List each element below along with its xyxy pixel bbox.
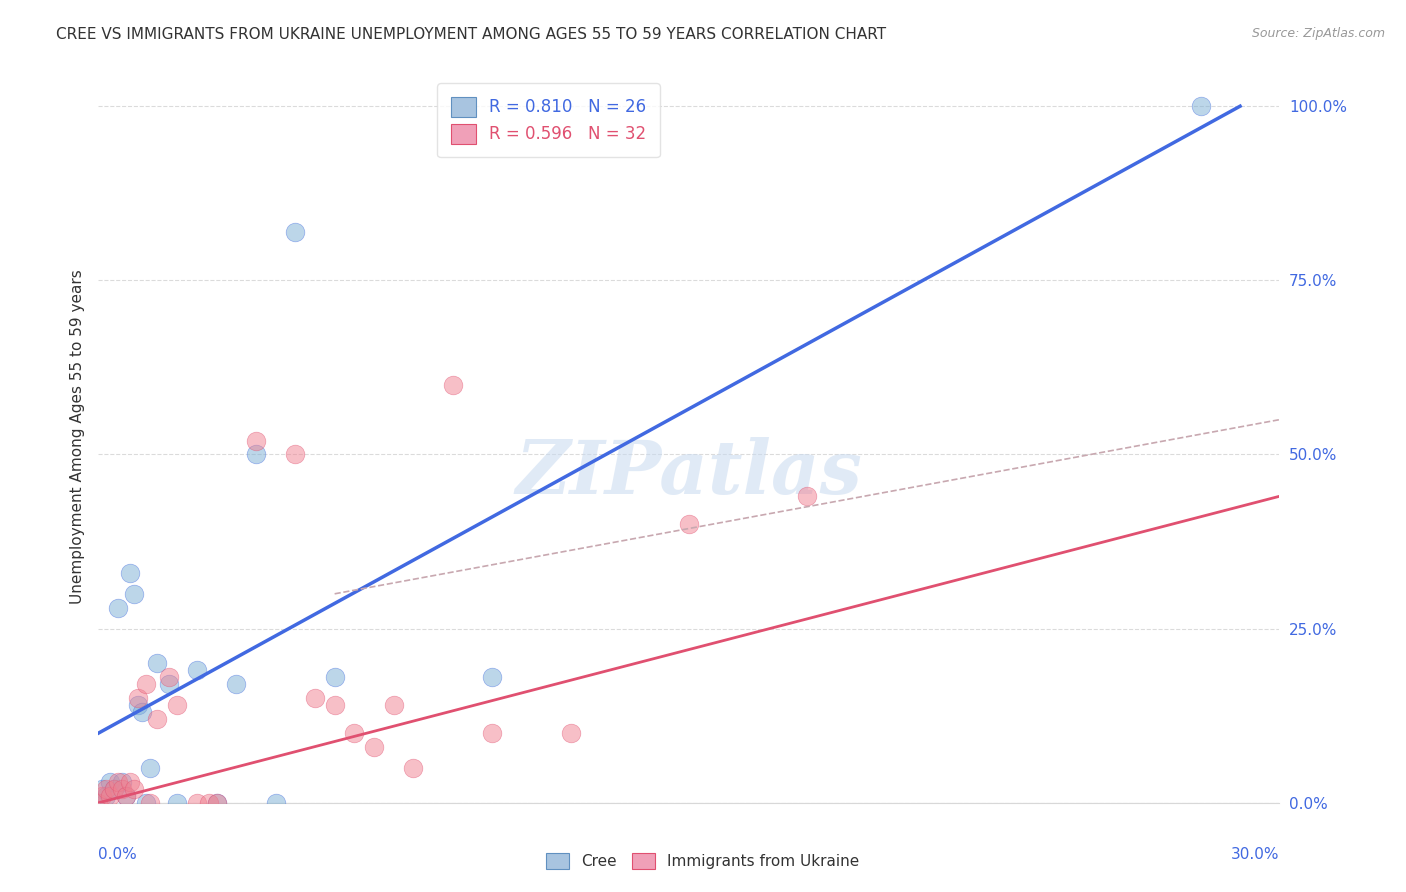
Y-axis label: Unemployment Among Ages 55 to 59 years: Unemployment Among Ages 55 to 59 years: [69, 269, 84, 605]
Point: [107, 600, 129, 615]
Point: [205, 796, 228, 810]
Point: [186, 664, 208, 678]
Point: [157, 677, 180, 691]
Point: [107, 775, 129, 789]
Point: [91, 781, 114, 796]
Point: [138, 796, 160, 810]
Point: [363, 740, 385, 755]
Point: [103, 781, 125, 796]
Point: [197, 796, 219, 810]
Point: [186, 796, 208, 810]
Point: [323, 670, 346, 684]
Point: [402, 761, 425, 775]
Point: [122, 781, 145, 796]
Point: [127, 691, 149, 706]
Point: [138, 761, 160, 775]
Point: [245, 448, 267, 462]
Point: [284, 225, 307, 239]
Text: CREE VS IMMIGRANTS FROM UKRAINE UNEMPLOYMENT AMONG AGES 55 TO 59 YEARS CORRELATI: CREE VS IMMIGRANTS FROM UKRAINE UNEMPLOY…: [56, 27, 886, 42]
Point: [111, 781, 134, 796]
Text: ZIPatlas: ZIPatlas: [516, 437, 862, 510]
Point: [111, 775, 134, 789]
Point: [1189, 99, 1212, 113]
Point: [481, 726, 503, 740]
Point: [245, 434, 267, 448]
Point: [264, 796, 287, 810]
Point: [441, 377, 464, 392]
Point: [122, 587, 145, 601]
Point: [560, 726, 582, 740]
Point: [91, 789, 114, 803]
Point: [87, 796, 110, 810]
Legend: Cree, Immigrants from Ukraine: Cree, Immigrants from Ukraine: [540, 847, 866, 875]
Point: [118, 775, 141, 789]
Point: [146, 657, 169, 671]
Point: [98, 775, 121, 789]
Point: [115, 789, 138, 803]
Text: 30.0%: 30.0%: [1232, 847, 1279, 862]
Point: [135, 796, 157, 810]
Point: [343, 726, 366, 740]
Point: [678, 517, 700, 532]
Point: [796, 489, 818, 503]
Point: [127, 698, 149, 713]
Point: [225, 677, 247, 691]
Point: [98, 789, 121, 803]
Point: [131, 705, 153, 719]
Point: [205, 796, 228, 810]
Point: [146, 712, 169, 726]
Point: [284, 448, 307, 462]
Text: Source: ZipAtlas.com: Source: ZipAtlas.com: [1251, 27, 1385, 40]
Text: 0.0%: 0.0%: [98, 847, 138, 862]
Point: [118, 566, 141, 580]
Point: [96, 781, 118, 796]
Point: [157, 670, 180, 684]
Point: [166, 796, 188, 810]
Point: [304, 691, 326, 706]
Point: [166, 698, 188, 713]
Point: [323, 698, 346, 713]
Point: [103, 781, 125, 796]
Point: [382, 698, 405, 713]
Legend: R = 0.810   N = 26, R = 0.596   N = 32: R = 0.810 N = 26, R = 0.596 N = 32: [437, 83, 659, 157]
Point: [481, 670, 503, 684]
Point: [96, 789, 118, 803]
Point: [135, 677, 157, 691]
Point: [87, 796, 110, 810]
Point: [115, 789, 138, 803]
